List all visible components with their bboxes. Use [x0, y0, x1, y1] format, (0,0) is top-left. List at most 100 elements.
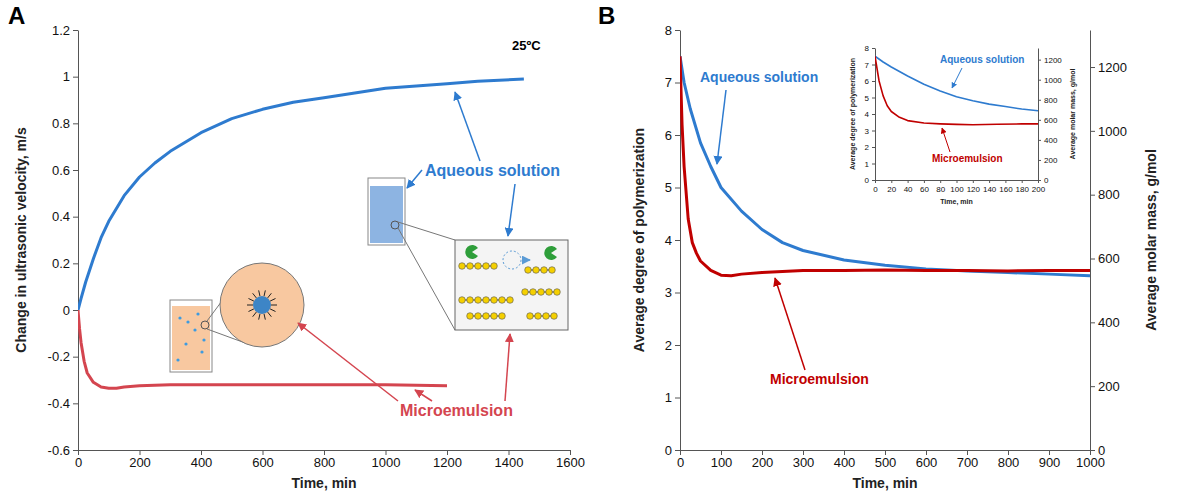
tick-mark: [1090, 131, 1095, 132]
surfactant-tail: [270, 298, 275, 301]
tick-mark: [1090, 450, 1095, 451]
tick-mark: [675, 345, 680, 346]
leader-arrow: [298, 323, 398, 401]
y-axis: -0.6-0.4-0.200.20.40.60.811.2: [48, 23, 79, 458]
tick-mark: [675, 450, 680, 451]
tick: 1: [63, 69, 78, 84]
surfactant-tail: [264, 314, 265, 320]
leader-arrow: [455, 92, 480, 161]
tick-mark: [73, 263, 78, 264]
magnified-droplet: [220, 263, 304, 347]
tick: 0: [1090, 443, 1105, 458]
y2-axis-title: Average molar mass, g/mol: [1069, 69, 1077, 160]
tick: 8: [865, 44, 875, 53]
tick-mark: [675, 240, 680, 241]
tick-label: 0: [63, 303, 70, 318]
tick-mark: [675, 398, 680, 399]
surfactant-tail: [253, 312, 257, 317]
panel-letter: B: [598, 2, 615, 29]
tick-label: 6: [865, 77, 870, 86]
tick: 200: [1090, 379, 1120, 394]
series-label: Aqueous solution: [940, 54, 1024, 65]
tick: 400: [1090, 315, 1120, 330]
inset-background: [843, 36, 1082, 210]
droplet: [200, 350, 203, 353]
tick: 300: [793, 450, 815, 470]
tick-label: 2: [865, 143, 870, 152]
monomer: [491, 313, 498, 320]
monomer: [475, 313, 482, 320]
tick-mark: [872, 81, 875, 82]
tick: -0.6: [48, 443, 78, 458]
leader-arrow: [508, 184, 515, 236]
tick: 7: [665, 75, 680, 90]
micelle-outline: [503, 251, 521, 269]
monomer: [543, 313, 550, 320]
tick-mark: [73, 170, 78, 171]
tick: 200: [1038, 156, 1058, 165]
tick: 600: [1090, 251, 1120, 266]
tick-label: 5: [665, 180, 672, 195]
beaker-liquid: [370, 186, 403, 243]
schematic: [170, 178, 568, 372]
tick-mark: [1038, 140, 1041, 141]
series-label: Microemulsion: [400, 402, 513, 419]
tick-label: 400: [191, 455, 213, 470]
tick-label: 800: [314, 455, 336, 470]
tick-mark: [73, 310, 78, 311]
tick: 1000: [1038, 76, 1062, 85]
tick: 600: [916, 450, 938, 470]
surfactant-tail: [268, 293, 272, 298]
zoom-line: [398, 228, 455, 330]
surfactant-tail: [268, 312, 272, 317]
tick-label: 200: [1032, 185, 1046, 194]
y-axis: 012345678: [865, 44, 876, 185]
tick-mark: [872, 164, 875, 165]
beaker-liquid: [172, 306, 210, 370]
tick: 0: [63, 303, 78, 318]
zoom-box: [455, 240, 568, 330]
tick-mark: [675, 30, 680, 31]
surfactant-tail: [264, 290, 265, 296]
tick: 60: [920, 180, 929, 194]
tick-label: 0.4: [52, 209, 70, 224]
chart-panel: 02004006008001000120014001600-0.6-0.4-0.…: [8, 2, 585, 491]
tick-label: 8: [865, 44, 870, 53]
tick-mark: [675, 135, 680, 136]
tick: 200: [129, 450, 151, 470]
tick: 0: [873, 180, 878, 194]
leader-arrow: [415, 390, 432, 401]
tick-label: 40: [904, 185, 913, 194]
tick: 0.2: [52, 256, 78, 271]
tick-mark: [872, 114, 875, 115]
tick: 2: [865, 143, 875, 152]
tick-label: 7: [865, 61, 870, 70]
data-line: [78, 310, 447, 388]
tick-label: 400: [1098, 315, 1120, 330]
monomer: [538, 289, 545, 296]
tick-label: 200: [1044, 156, 1058, 165]
texts: Aqueous solutionMicroemulsionTime, minAv…: [849, 54, 1077, 206]
tick-label: 200: [129, 455, 151, 470]
beaker: [170, 300, 212, 372]
tick-mark: [957, 180, 958, 183]
monomer: [546, 289, 553, 296]
tick-mark: [891, 180, 892, 183]
monomer: [459, 263, 466, 270]
tick-mark: [675, 83, 680, 84]
surfactant-tail: [248, 309, 253, 312]
tick-mark: [940, 180, 941, 183]
monomer: [459, 297, 466, 304]
monomer: [467, 263, 474, 270]
monomer: [483, 263, 490, 270]
tick: 8: [665, 23, 680, 38]
tick-label: 0.2: [52, 256, 70, 271]
tick: 140: [983, 180, 997, 194]
tick-label: 1400: [495, 455, 524, 470]
tick-label: 0: [873, 185, 878, 194]
series-label: Aqueous solution: [425, 162, 560, 179]
tick-label: 160: [999, 185, 1013, 194]
enzyme: [544, 246, 557, 260]
tick-label: 0: [1098, 443, 1105, 458]
tick: 0.4: [52, 209, 78, 224]
